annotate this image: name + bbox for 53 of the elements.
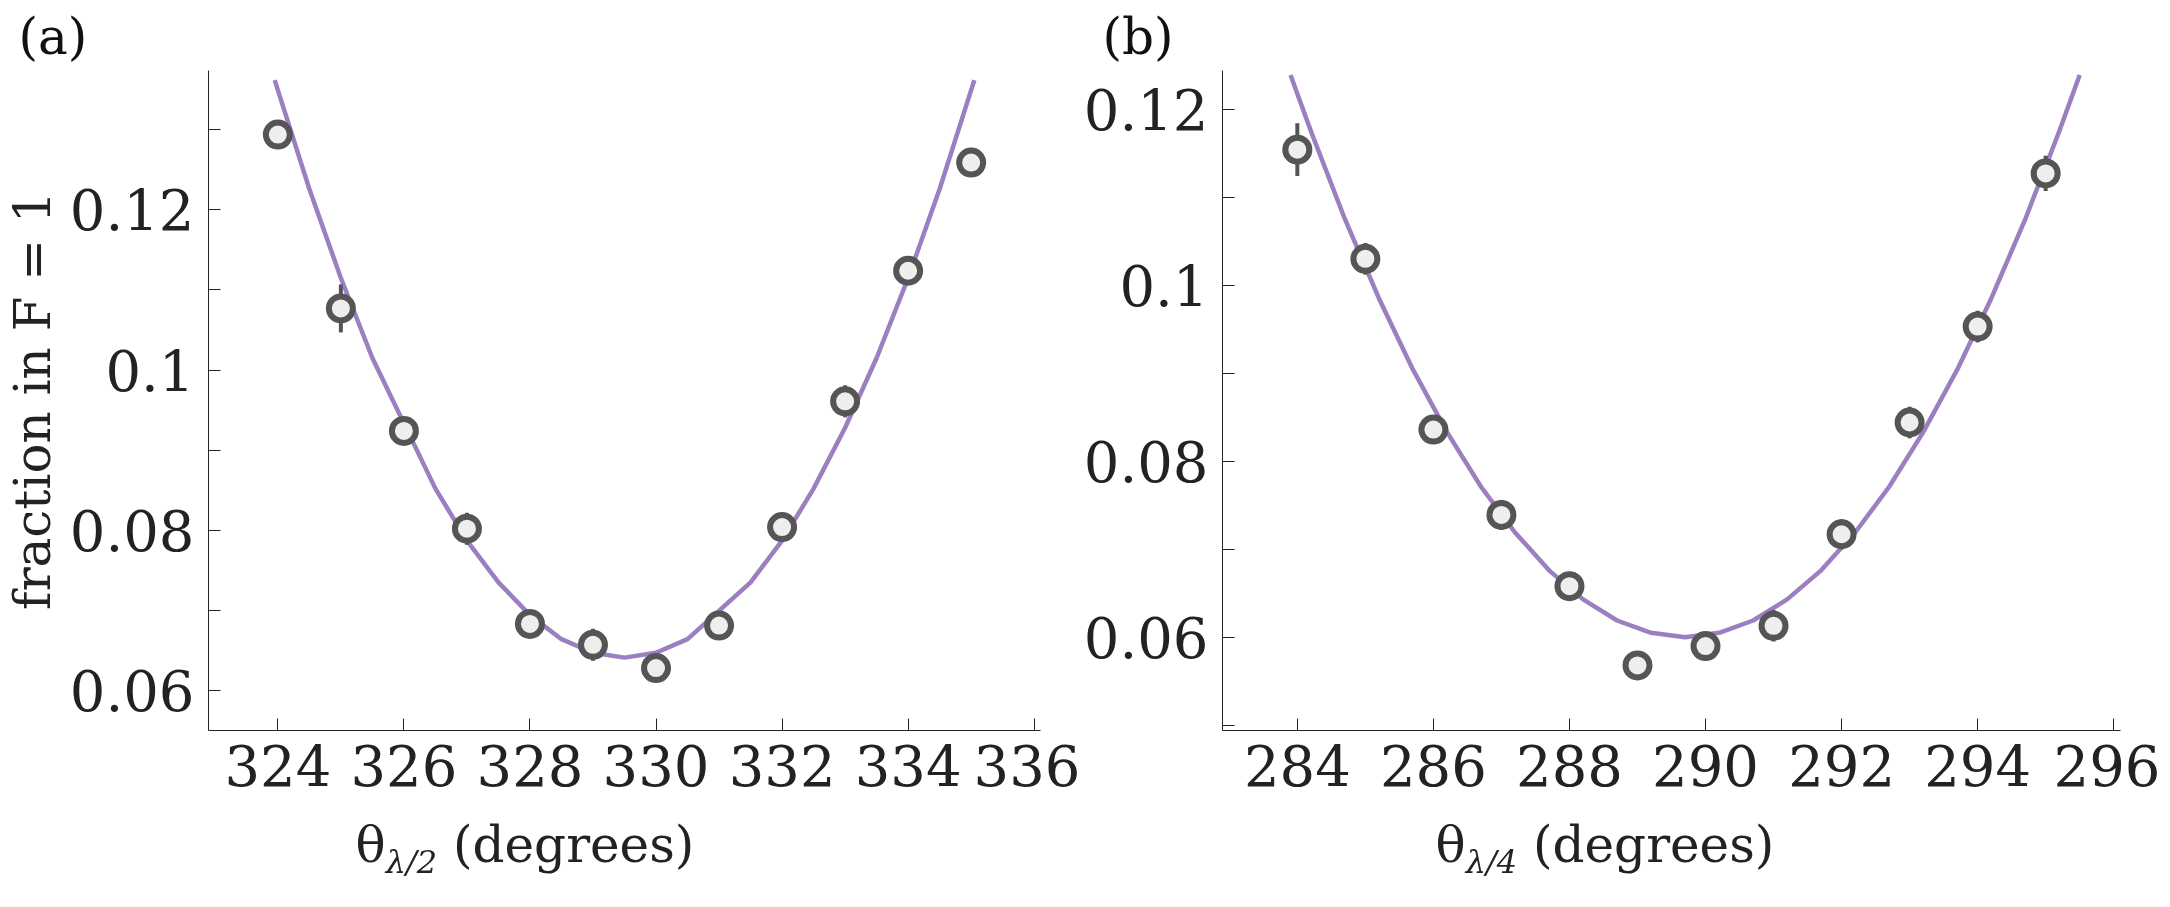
x-tick-label: 296 <box>2053 733 2161 799</box>
y-axis-title: fraction in F = 1 <box>3 191 62 610</box>
y-tick-label: 0.06 <box>1083 605 1209 671</box>
x-tick-label: 292 <box>1788 733 1896 799</box>
x-tick-label: 294 <box>1924 733 2032 799</box>
point <box>641 653 672 683</box>
point <box>1826 519 1857 550</box>
x-axis-title: θ$_{λ/2}$ (degrees) <box>355 815 695 883</box>
point <box>767 512 798 543</box>
x-tick-label: 328 <box>476 733 584 799</box>
x-tick-label: 290 <box>1652 733 1759 799</box>
y-tick-label: 0.12 <box>1083 77 1209 143</box>
point <box>388 415 419 446</box>
point <box>1962 311 1993 342</box>
point <box>956 147 987 178</box>
point <box>830 386 861 417</box>
y-tick-label: 0.06 <box>69 658 195 724</box>
x-tick-label: 326 <box>350 733 458 799</box>
x-tick-label: 324 <box>224 733 332 799</box>
point <box>893 255 924 286</box>
chart-title: (b) <box>1102 7 1174 66</box>
point <box>704 610 735 641</box>
point <box>1622 650 1653 681</box>
x-tick-label: 288 <box>1516 733 1623 799</box>
point <box>1418 414 1449 445</box>
x-tick-label: 336 <box>973 733 1081 799</box>
point <box>1554 571 1585 602</box>
x-tick-label: 334 <box>854 733 962 799</box>
y-tick-label: 0.1 <box>105 338 195 404</box>
point <box>2030 158 2061 189</box>
x-tick-label: 286 <box>1379 733 1487 799</box>
y-tick-label: 0.08 <box>69 498 195 564</box>
point <box>1894 407 1925 438</box>
point <box>1282 134 1313 165</box>
point <box>1486 499 1517 530</box>
y-tick-label: 0.12 <box>69 178 195 244</box>
point <box>1690 631 1721 661</box>
x-tick-label: 284 <box>1243 733 1351 799</box>
point <box>262 119 293 150</box>
point <box>325 293 356 324</box>
point <box>1758 610 1789 641</box>
line-series <box>272 77 977 660</box>
x-tick-label: 330 <box>602 733 710 799</box>
point <box>577 629 608 660</box>
x-tick-label: 332 <box>728 733 836 799</box>
y-tick-label: 0.08 <box>1083 429 1209 495</box>
point <box>451 513 482 544</box>
x-axis-title: θ$_{λ/4}$ (degrees) <box>1435 815 1775 883</box>
point <box>514 608 545 639</box>
y-tick-label: 0.1 <box>1119 253 1209 319</box>
chart-title: (a) <box>18 7 88 66</box>
line-series <box>1288 72 2082 640</box>
point <box>1350 243 1381 274</box>
